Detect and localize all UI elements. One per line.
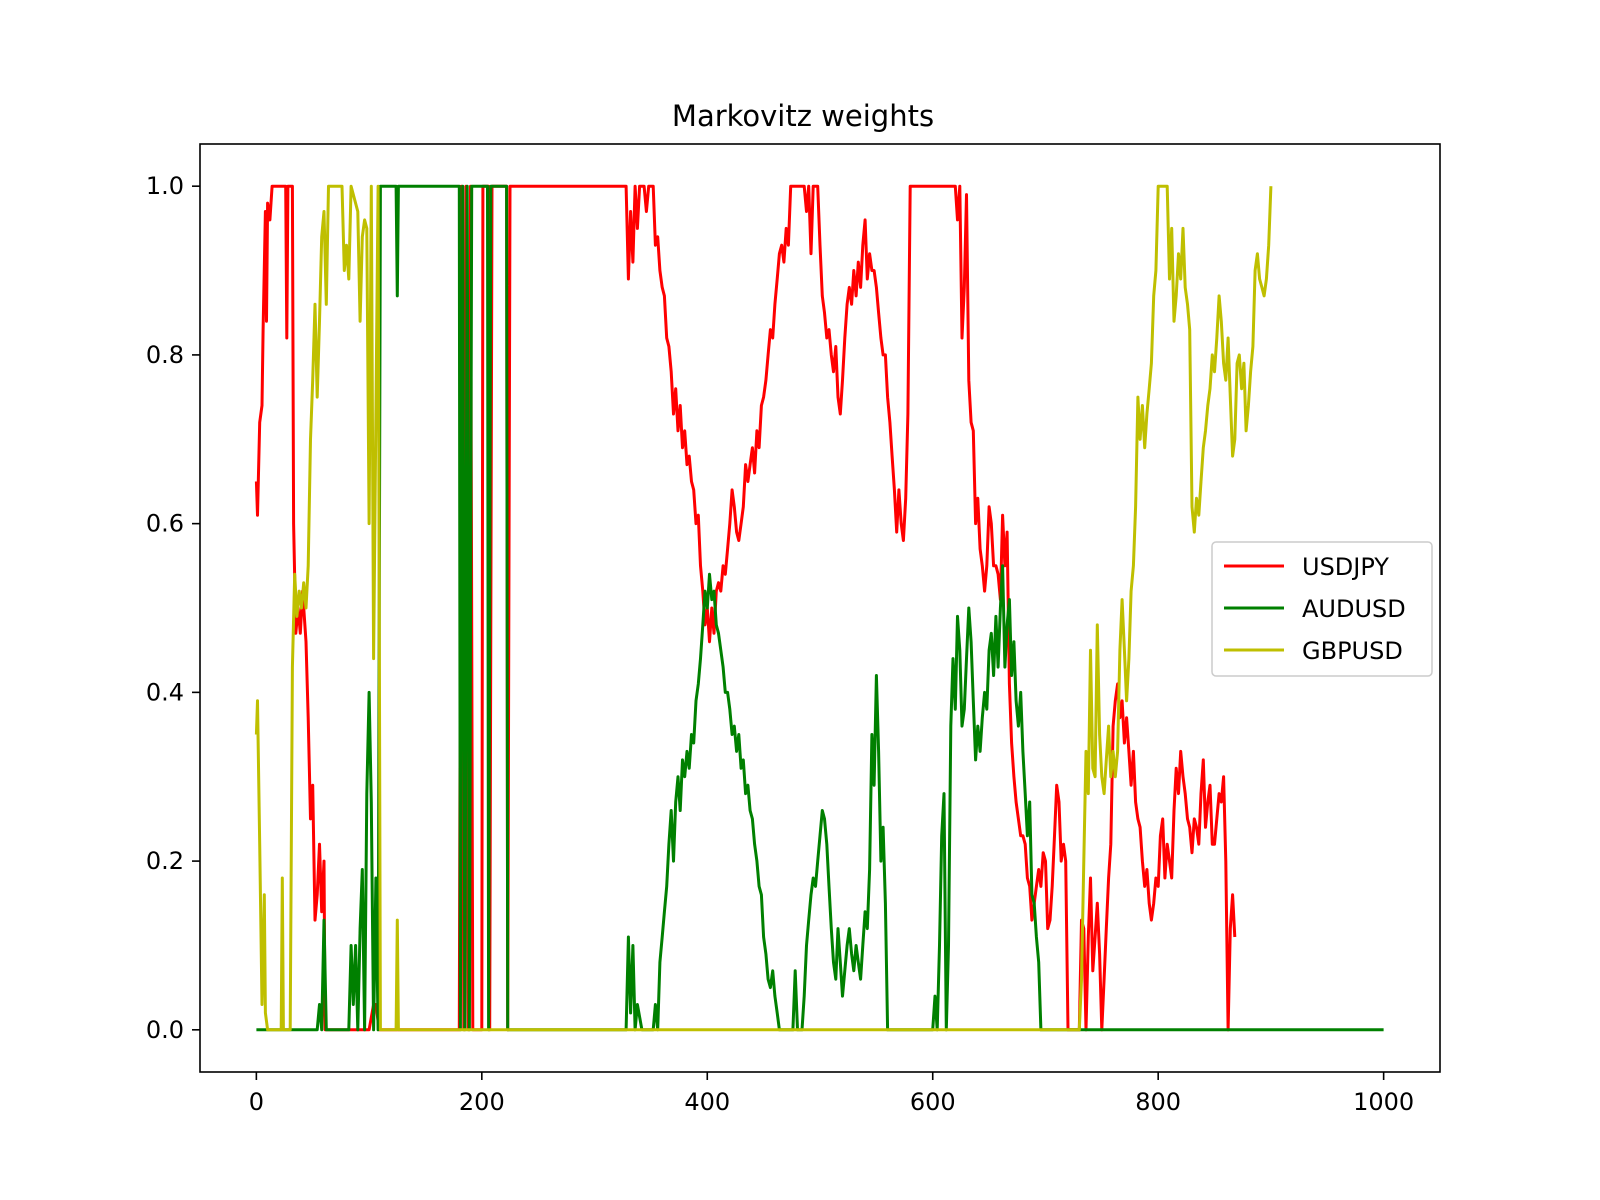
series-line-audusd	[256, 184, 1384, 1032]
legend-label-usdjpy: USDJPY	[1302, 553, 1389, 581]
legend-box	[1211, 541, 1433, 677]
y-tick-label: 0.8	[146, 341, 184, 369]
legend-label-audusd: AUDUSD	[1302, 595, 1406, 623]
series-line-usdjpy	[254, 184, 1237, 1032]
y-tick-label: 0.2	[146, 847, 184, 875]
series-line-gbpusd	[254, 184, 1273, 1032]
legend-label-gbpusd: GBPUSD	[1302, 637, 1403, 665]
legend: USDJPY AUDUSD GBPUSD	[1211, 541, 1433, 677]
y-tick-label: 0.4	[146, 678, 184, 706]
x-tick-label: 200	[459, 1088, 505, 1116]
x-tick-label: 1000	[1353, 1088, 1414, 1116]
y-tick-label: 0.6	[146, 510, 184, 538]
y-axis: 0.0 0.2 0.4 0.6 0.8 1.0	[146, 172, 200, 1044]
series-layer	[254, 184, 1384, 1032]
y-tick-label: 0.0	[146, 1016, 184, 1044]
x-tick-label: 400	[684, 1088, 730, 1116]
y-tick-label: 1.0	[146, 172, 184, 200]
plot-frame	[199, 143, 1441, 1073]
x-tick-label: 800	[1135, 1088, 1181, 1116]
x-axis: 0 200 400 600 800 1000	[249, 1072, 1414, 1116]
x-tick-label: 600	[910, 1088, 956, 1116]
chart-title: Markovitz weights	[672, 99, 934, 133]
x-tick-label: 0	[249, 1088, 264, 1116]
